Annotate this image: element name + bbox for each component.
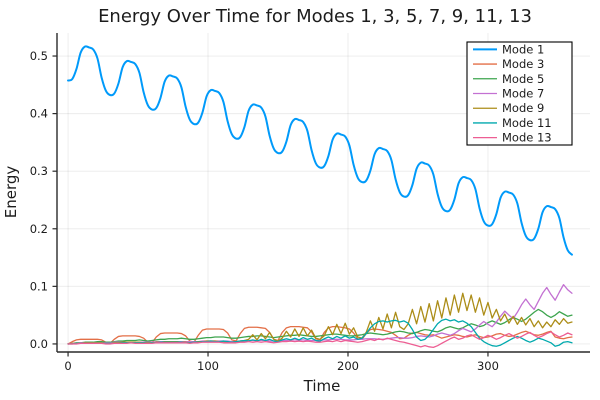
- legend-entry-mode-7: Mode 7: [473, 87, 544, 101]
- legend-entry-mode-5: Mode 5: [473, 72, 544, 86]
- legend-entry-mode-1: Mode 1: [473, 42, 544, 56]
- legend-label: Mode 5: [502, 72, 544, 86]
- y-tick-label-1: 0.1: [30, 279, 48, 293]
- legend-entry-mode-13: Mode 13: [473, 131, 552, 145]
- x-tick-label-3: 300: [477, 359, 499, 373]
- axes: [52, 33, 590, 357]
- x-tick-label-1: 100: [197, 359, 219, 373]
- y-axis-label: Energy: [2, 166, 20, 219]
- legend-entry-mode-3: Mode 3: [473, 57, 544, 71]
- y-tick-label-4: 0.4: [30, 107, 48, 121]
- x-tick-label-2: 200: [337, 359, 359, 373]
- y-tick-label-5: 0.5: [30, 49, 48, 63]
- x-tick-label-0: 0: [64, 359, 71, 373]
- y-tick-label-3: 0.3: [30, 164, 48, 178]
- tick-labels: 0 100 200 300 0.0 0.1 0.2 0.3 0.4 0.5: [30, 49, 499, 373]
- legend-label: Mode 11: [502, 116, 552, 130]
- y-tick-label-0: 0.0: [30, 337, 48, 351]
- series-line-mode-13: [67, 331, 573, 349]
- y-tick-label-2: 0.2: [30, 222, 48, 236]
- legend-label: Mode 1: [502, 42, 544, 56]
- legend-label: Mode 13: [502, 131, 552, 145]
- chart-title: Energy Over Time for Modes 1, 3, 5, 7, 9…: [98, 6, 532, 27]
- legend-entry-mode-9: Mode 9: [473, 101, 544, 115]
- legend-label: Mode 3: [502, 57, 544, 71]
- series-line-mode-5: [67, 308, 573, 345]
- series-line-mode-1: [67, 45, 573, 256]
- x-axis-label: Time: [303, 377, 341, 395]
- series-lines: [67, 45, 573, 349]
- legend-label: Mode 9: [502, 101, 544, 115]
- legend-label: Mode 7: [502, 87, 544, 101]
- legend-entry-mode-11: Mode 11: [473, 116, 552, 130]
